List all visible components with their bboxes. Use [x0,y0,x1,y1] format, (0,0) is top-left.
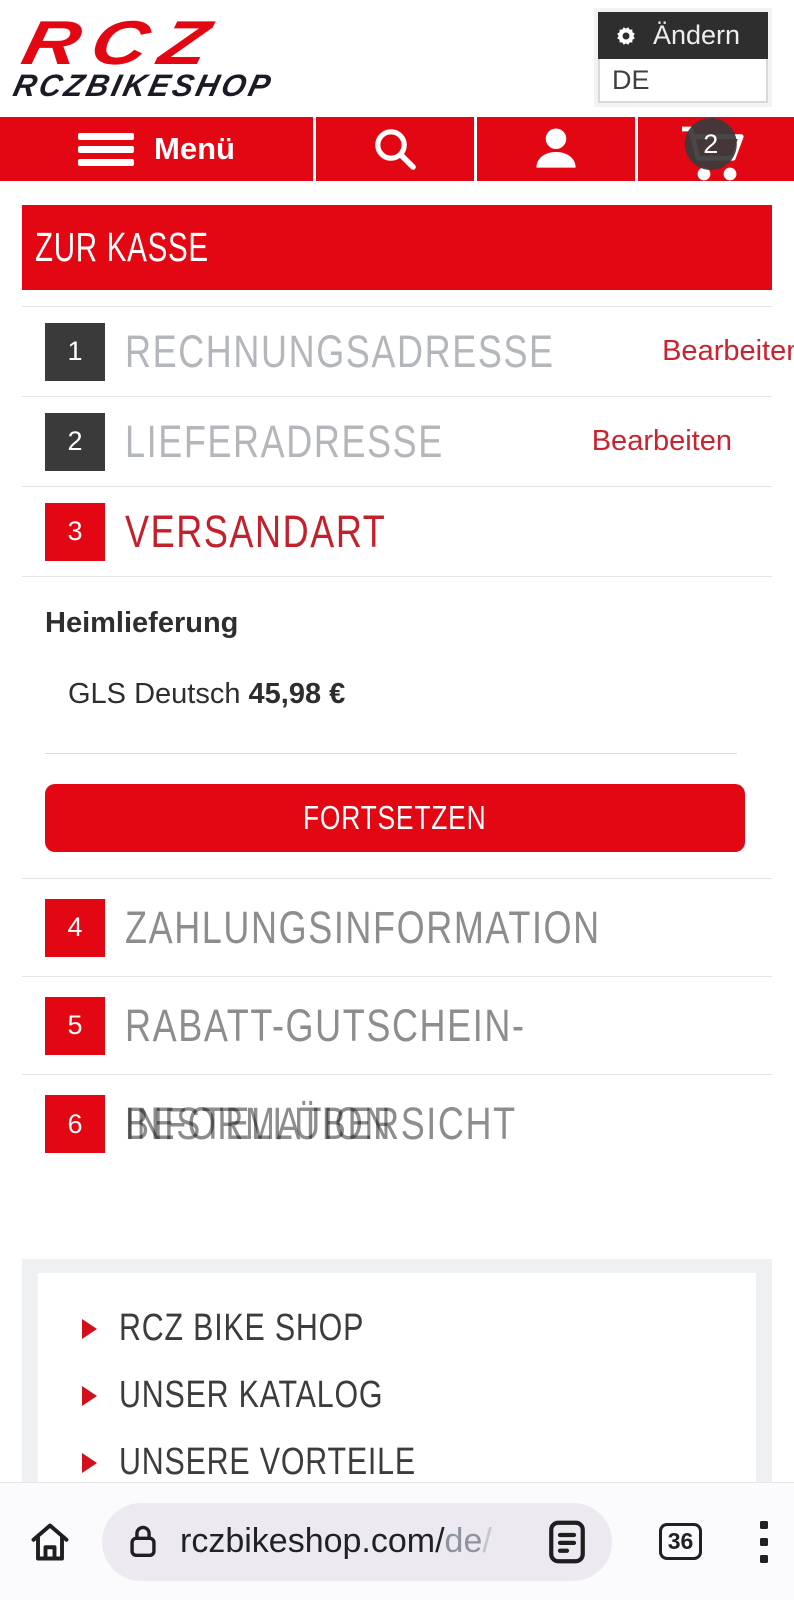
main-navbar: Menü 2 [0,117,794,181]
divider [45,753,737,754]
step-number-badge: 1 [45,322,105,381]
dot [760,1537,768,1546]
cart-button[interactable]: 2 [635,117,794,181]
continue-button[interactable]: FORTSETZEN [45,784,745,852]
gear-icon [612,22,640,50]
shipping-method-name: GLS Deutsch [68,678,249,710]
hamburger-icon [78,132,135,166]
language-change-button[interactable]: Ändern [598,12,768,59]
browser-toolbar: rczbikeshop.com/de/ 36 [0,1482,794,1600]
step-row-payment: 4 ZAHLUNGSINFORMATION [22,879,772,977]
shipping-method-section: Heimlieferung GLS Deutsch 45,98 € FORTSE… [22,607,772,852]
account-button[interactable] [474,117,635,181]
home-button[interactable] [26,1518,74,1566]
step-label: ZAHLUNGSINFORMATION [125,901,601,953]
dot [760,1520,768,1529]
language-widget: Ändern DE [598,12,768,103]
shipping-method-option[interactable]: GLS Deutsch 45,98 € [68,678,772,711]
menu-label: Menü [154,131,235,166]
arrow-bullet-icon [82,1385,97,1406]
shop-logo[interactable]: RCZ RCZBIKESHOP [10,9,289,104]
cart-count-badge: 2 [684,118,737,170]
browser-menu-button[interactable] [760,1520,768,1563]
menu-button[interactable]: Menü [0,117,313,181]
dot [760,1554,768,1563]
checkout-steps-top: 1 RECHNUNGSADRESSE Bearbeiten 2 LIEFERAD… [22,306,794,577]
step-label: RECHNUNGSADRESSE [125,325,555,377]
checkout-main: 1 RECHNUNGSADRESSE Bearbeiten 2 LIEFERAD… [22,306,794,1173]
url-bar[interactable]: rczbikeshop.com/de/ [102,1502,612,1581]
checkout-title-banner: ZUR KASSE [22,205,772,290]
footer-link-rcz-bike-shop[interactable]: RCZ BIKE SHOP [82,1295,756,1362]
lock-icon [126,1522,160,1562]
footer-link-unser-katalog[interactable]: UNSER KATALOG [82,1362,756,1429]
arrow-bullet-icon [82,1452,97,1473]
overflow-text-artifact: INFORMATION [125,1098,392,1149]
shipping-method-price: 45,98 € [248,678,346,710]
edit-shipping-link[interactable]: Bearbeiten [591,425,732,457]
page-title: ZUR KASSE [35,224,209,270]
document-icon [549,1520,585,1563]
reader-mode-button[interactable] [546,1519,588,1565]
url-text: rczbikeshop.com/de/ [180,1522,492,1560]
language-select[interactable]: DE [598,59,768,103]
step-label-active: VERSANDART [125,505,387,557]
logo-text: RCZ [15,9,229,78]
edit-billing-link[interactable]: Bearbeiten [662,335,794,367]
step-label: RABATT-GUTSCHEIN- [125,999,526,1051]
step-number-badge: 2 [45,412,105,471]
tab-switcher-button[interactable]: 36 [659,1523,702,1560]
search-icon [369,123,421,175]
arrow-bullet-icon [82,1318,97,1339]
step-row-order-summary: 6 BESTELLÜBERSICHT INFORMATION [22,1075,772,1173]
step-number-badge: 3 [45,502,105,561]
search-button[interactable] [313,117,474,181]
footer-link-unsere-vorteile[interactable]: UNSERE VORTEILE [82,1429,756,1496]
step-number-badge: 6 [45,1095,105,1153]
user-icon [528,121,584,177]
site-header: RCZ RCZBIKESHOP Ändern DE [0,0,794,117]
step-row-discount-voucher: 5 RABATT-GUTSCHEIN- [22,977,772,1075]
checkout-steps-bottom: 4 ZAHLUNGSINFORMATION 5 RABATT-GUTSCHEIN… [22,878,772,1173]
home-icon [31,1523,69,1560]
shipping-group-heading: Heimlieferung [45,607,239,639]
step-row-shipping-method: 3 VERSANDART [22,487,772,577]
step-row-billing-address: 1 RECHNUNGSADRESSE Bearbeiten [22,307,794,397]
step-number-badge: 4 [45,898,105,957]
step-label: LIEFERADRESSE [125,415,444,467]
language-change-label: Ändern [653,20,741,50]
step-row-shipping-address: 2 LIEFERADRESSE Bearbeiten [22,397,772,487]
step-label-overlapping: BESTELLÜBERSICHT INFORMATION [125,1098,517,1149]
language-current: DE [612,64,650,95]
step-number-badge: 5 [45,996,105,1055]
